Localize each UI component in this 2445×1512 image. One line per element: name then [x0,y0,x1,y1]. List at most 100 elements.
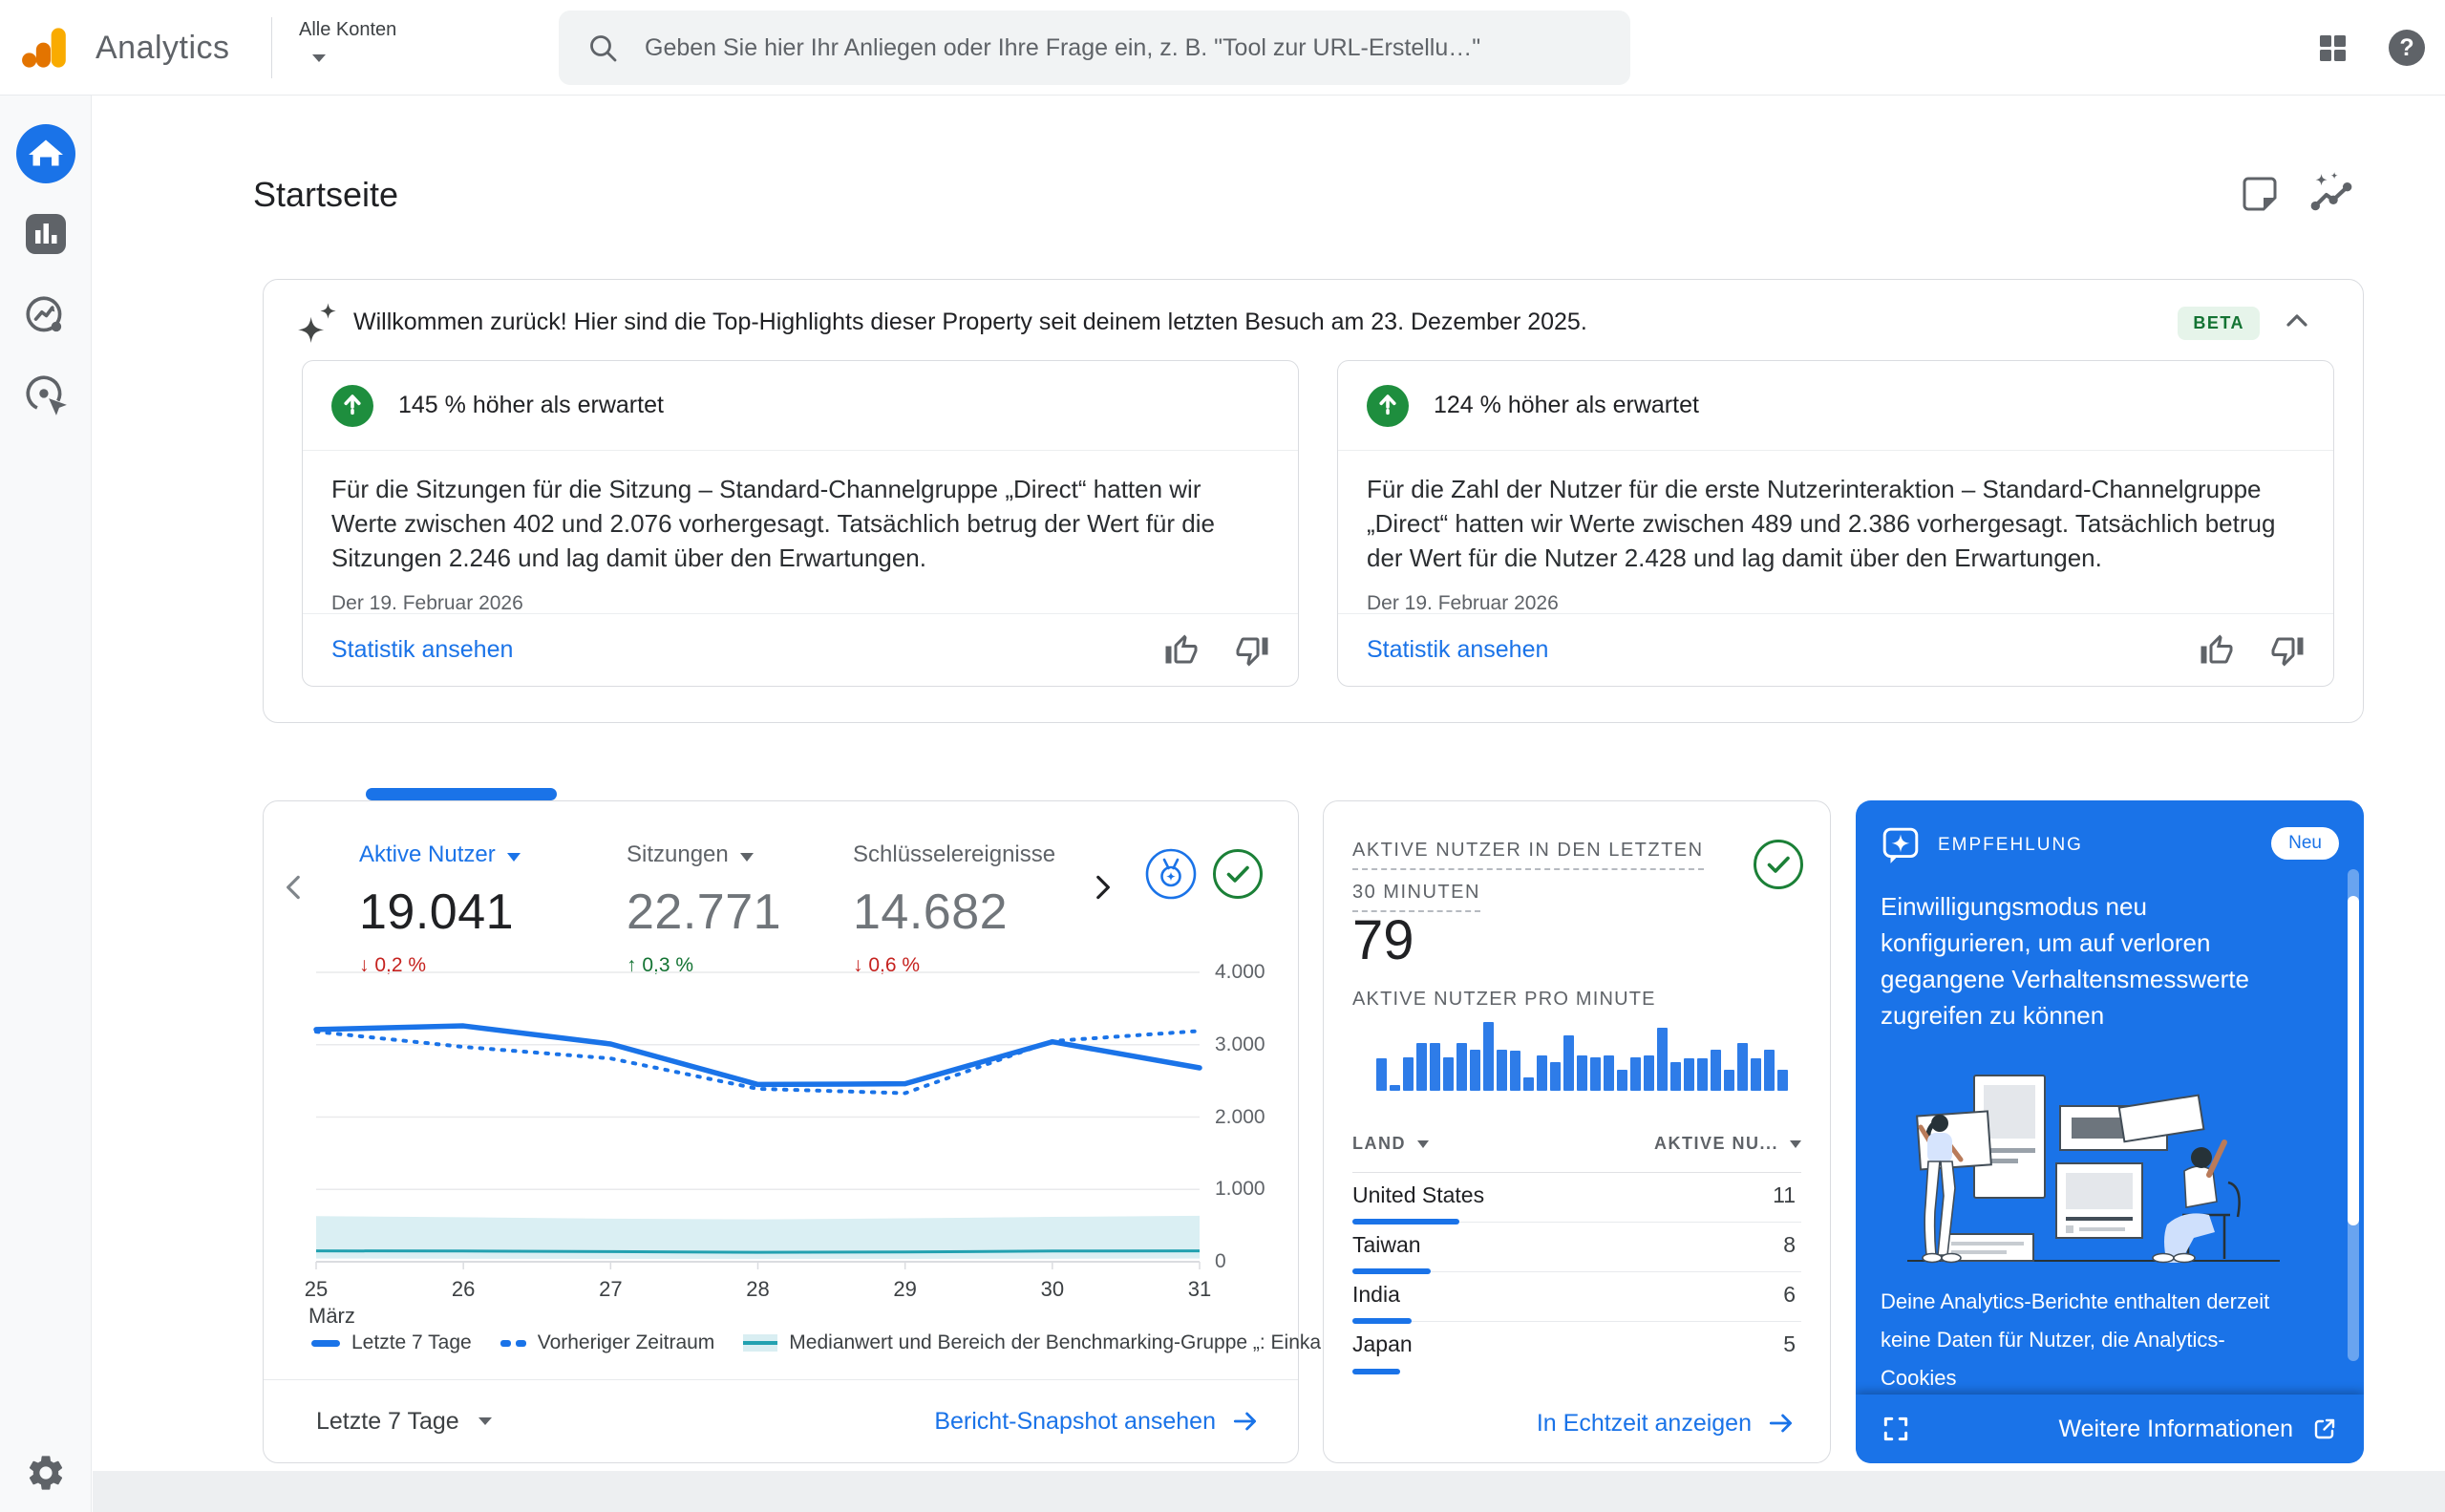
minute-bar [1777,1070,1788,1091]
sidebar-item-admin[interactable] [0,1452,92,1494]
country-row[interactable]: Japan 5 [1352,1322,1801,1374]
minute-bar [1751,1058,1761,1091]
grid-apps-button[interactable] [2313,29,2351,67]
search-bar [559,11,1630,85]
country-name: Taiwan [1352,1232,1421,1257]
metrics-next-button[interactable] [1085,870,1119,907]
minute-bar [1670,1062,1681,1091]
analytics-logo[interactable]: Analytics [21,23,230,73]
home-icon [16,124,75,183]
new-badge: Neu [2271,827,2339,860]
y-axis-tick: 0 [1215,1250,1226,1272]
country-row[interactable]: India 6 [1352,1272,1801,1324]
thumb-down-icon [2271,637,2304,666]
overview-card-footer: Letzte 7 Tage Bericht-Snapshot ansehen [264,1379,1298,1462]
data-quality-button[interactable] [1211,847,1265,901]
minute-bar [1644,1055,1654,1091]
external-link-icon [2314,1418,2335,1439]
country-users: 5 [1783,1331,1796,1356]
trend-up-badge-icon [1367,384,1409,427]
chevron-left-icon [287,875,300,900]
report-snapshot-link[interactable]: Bericht-Snapshot ansehen [934,1407,1260,1436]
country-column-header[interactable]: LAND [1352,1134,1429,1154]
expand-button[interactable] [1881,1414,1911,1444]
insight-headline: 124 % höher als erwartet [1434,392,1699,418]
medal-icon [1145,848,1197,900]
scrollbar-thumb[interactable] [2348,896,2359,1225]
country-row[interactable]: United States 11 [1352,1173,1801,1225]
x-axis-tick: 31 [1187,1277,1212,1301]
recommendation-eyebrow: EMPFEHLUNG [1938,835,2083,855]
insight-body: Für die Zahl der Nutzer für die erste Nu… [1367,475,2276,572]
metric-schl-sselereignisse[interactable]: Schlüsselereignisse 14.682 ↓ 0,6 % [853,841,1139,977]
chevron-down-icon [478,1417,492,1425]
legend-item: Medianwert und Bereich der Benchmarking-… [743,1331,1321,1354]
minute-bar [1510,1051,1520,1091]
minute-bar [1537,1055,1547,1091]
minute-bar [1764,1050,1775,1091]
benchmarking-badge-button[interactable] [1144,847,1198,901]
view-statistic-link[interactable]: Statistik ansehen [1367,636,1549,663]
notes-button[interactable] [2239,170,2281,218]
y-axis-tick: 1.000 [1215,1178,1265,1201]
realtime-title: AKTIVE NUTZER IN DEN LETZTEN 30 MINUTEN [1352,840,1704,912]
country-bar [1352,1268,1431,1274]
metric-sitzungen[interactable]: Sitzungen 22.771 ↑ 0,3 % [627,841,853,977]
date-range-select[interactable]: Letzte 7 Tage [316,1408,492,1436]
search-input[interactable] [645,33,1604,62]
country-users: 11 [1773,1182,1796,1207]
minute-bar [1456,1043,1467,1091]
page-bottom-strip [93,1471,2445,1512]
gear-icon [29,1456,63,1490]
x-axis-month-label: März [308,1304,355,1328]
view-statistic-link[interactable]: Statistik ansehen [331,636,514,663]
page-title: Startseite [253,175,399,214]
view-realtime-link[interactable]: In Echtzeit anzeigen [1537,1409,1796,1437]
thumb-up-button[interactable] [1164,633,1199,668]
country-name: Japan [1352,1331,1413,1356]
per-minute-bar-chart [1376,1019,1792,1091]
sidebar-item-advertising[interactable] [0,372,92,419]
metric-value: 22.771 [627,884,782,940]
chart-legend: Letzte 7 Tage Vorheriger Zeitraum Medianwe… [311,1331,1321,1354]
help-button[interactable]: ? [2386,27,2428,69]
sidebar-item-reports[interactable] [0,212,92,256]
chevron-down-icon [739,852,754,862]
account-selector[interactable]: Alle Konten [299,19,396,67]
country-row[interactable]: Taiwan 8 [1352,1223,1801,1274]
insight-card-footer: Statistik ansehen [1338,613,2333,686]
minute-bar [1550,1062,1561,1091]
data-quality-button[interactable] [1752,838,1805,891]
more-info-link[interactable]: Weitere Informationen [2059,1415,2340,1443]
collapse-banner-button[interactable] [2281,305,2313,337]
metrics-prev-button[interactable] [277,870,311,907]
metric-value: 14.682 [853,884,1009,940]
check-circle-icon [1754,840,1803,889]
overview-card: Aktive Nutzer 19.041 ↓ 0,2 % Sitzungen 22.77… [263,800,1321,1463]
thumb-down-button[interactable] [1235,633,1269,668]
insight-date: Der 19. Februar 2026 [1367,592,1559,614]
arrow-right-icon [1769,1414,1793,1433]
active-users-column-header[interactable]: AKTIVE NU... [1654,1134,1801,1154]
divider [1352,1172,1801,1173]
country-name: United States [1352,1182,1485,1207]
country-bar [1352,1219,1459,1225]
check-circle-icon [1213,849,1263,899]
metric-aktive-nutzer[interactable]: Aktive Nutzer 19.041 ↓ 0,2 % [359,841,627,977]
sidebar-item-explore[interactable] [0,292,92,340]
insights-button[interactable] [2307,170,2355,218]
trend-up-badge-icon [331,384,373,427]
thumb-up-button[interactable] [2200,633,2234,668]
sidebar-item-home[interactable] [0,124,92,183]
insight-headline: 145 % höher als erwartet [398,392,664,418]
thumb-down-button[interactable] [2270,633,2305,668]
chevron-down-icon [312,54,326,62]
insight-card: 145 % höher als erwartet Für die Sitzung… [302,360,1299,687]
thumb-down-icon [1236,637,1268,666]
active-users-value: 79 [1352,909,1414,971]
metric-value: 19.041 [359,884,515,940]
minute-bar [1657,1028,1668,1091]
beta-badge: BETA [2178,307,2260,340]
minute-bar [1590,1057,1601,1091]
